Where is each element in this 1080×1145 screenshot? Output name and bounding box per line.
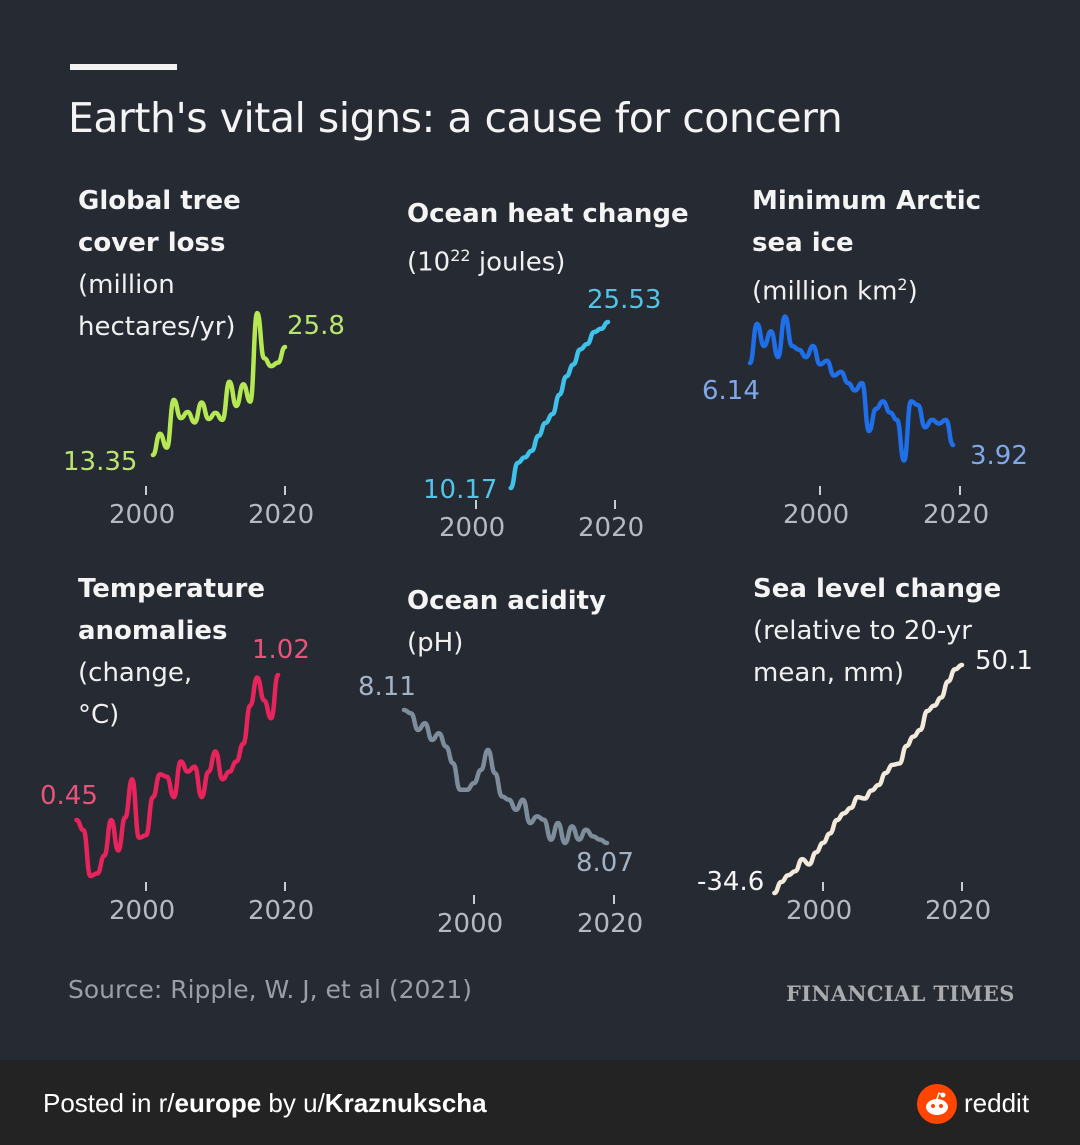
series-line <box>772 662 965 896</box>
panel-subtitle: hectares/yr) <box>78 312 236 342</box>
title-rule <box>70 64 177 70</box>
reddit-snoo-icon <box>917 1084 957 1124</box>
start-value-label: 6.14 <box>702 376 760 406</box>
panel-subtitle: (relative to 20-yr <box>753 616 972 646</box>
panel-subtitle: (change, <box>78 658 193 688</box>
posted-by-text: by u/ <box>261 1088 325 1118</box>
x-tick-label: 2020 <box>248 896 315 926</box>
start-value-label: 10.17 <box>423 475 498 505</box>
panel-title: sea ice <box>752 228 854 258</box>
end-value-label: 3.92 <box>970 441 1028 471</box>
panel-subtitle: (million <box>78 270 175 300</box>
end-value-label: 25.53 <box>587 285 662 315</box>
subtitle-part: (million km <box>752 276 898 307</box>
series-line <box>747 314 956 463</box>
subtitle-part: joules) <box>470 247 566 278</box>
series-line <box>508 319 611 491</box>
x-tick-label: 2000 <box>786 896 853 926</box>
source-note: Source: Ripple, W. J, et al (2021) <box>68 975 472 1004</box>
brand-logo: FINANCIAL TIMES <box>786 981 1015 1006</box>
panel-title: anomalies <box>78 616 228 646</box>
panel-title: Temperature <box>78 574 266 604</box>
posted-prefix: Posted in r/ <box>43 1088 175 1118</box>
end-value-label: 1.02 <box>252 635 310 665</box>
x-tick-label: 2020 <box>577 909 644 939</box>
subtitle-part: (10 <box>407 247 451 278</box>
end-value-label: 8.07 <box>576 848 634 878</box>
page-title: Earth's vital signs: a cause for concern <box>68 94 843 142</box>
panel-title: Minimum Arctic <box>752 186 982 216</box>
x-tick-label: 2000 <box>439 513 506 543</box>
x-tick-label: 2020 <box>248 500 315 530</box>
x-tick-label: 2000 <box>437 909 504 939</box>
start-value-label: 0.45 <box>40 781 98 811</box>
panel-subtitle: (million km2) <box>752 264 918 313</box>
panel-title: cover loss <box>78 228 226 258</box>
x-tick-label: 2000 <box>109 896 176 926</box>
reddit-wordmark: reddit <box>964 1088 1030 1118</box>
posted-by: Posted in r/europe by u/Kraznukscha <box>43 1088 487 1119</box>
panel-subtitle: (pH) <box>407 628 464 658</box>
series-line <box>150 310 288 458</box>
x-tick-label: 2020 <box>925 896 992 926</box>
start-value-label: 13.35 <box>63 447 138 477</box>
x-tick-label: 2020 <box>578 513 645 543</box>
panel-subtitle: mean, mm) <box>753 658 905 688</box>
x-tick-label: 2020 <box>923 500 990 530</box>
panel-title: Ocean acidity <box>407 586 607 616</box>
panel-subtitle: °C) <box>78 700 120 730</box>
x-tick-label: 2000 <box>783 500 850 530</box>
panel-title: Ocean heat change <box>407 199 689 229</box>
end-value-label: 25.8 <box>287 311 345 341</box>
user-link[interactable]: Kraznukscha <box>324 1088 487 1118</box>
footer-bar <box>0 1060 1080 1145</box>
superscript: 2 <box>897 275 908 294</box>
subtitle-part: ) <box>907 276 918 307</box>
panel-title: Global tree <box>78 186 241 216</box>
panel-title: Sea level change <box>753 574 1002 604</box>
series-line <box>401 707 610 846</box>
start-value-label: -34.6 <box>697 867 765 897</box>
charts-svg <box>74 310 965 904</box>
end-value-label: 50.1 <box>975 646 1033 676</box>
x-tick-label: 2000 <box>109 500 176 530</box>
superscript: 22 <box>450 246 471 265</box>
subreddit-link[interactable]: europe <box>174 1088 262 1118</box>
series-line <box>74 672 281 879</box>
panel-subtitle: (1022 joules) <box>407 235 565 284</box>
start-value-label: 8.11 <box>358 672 416 702</box>
